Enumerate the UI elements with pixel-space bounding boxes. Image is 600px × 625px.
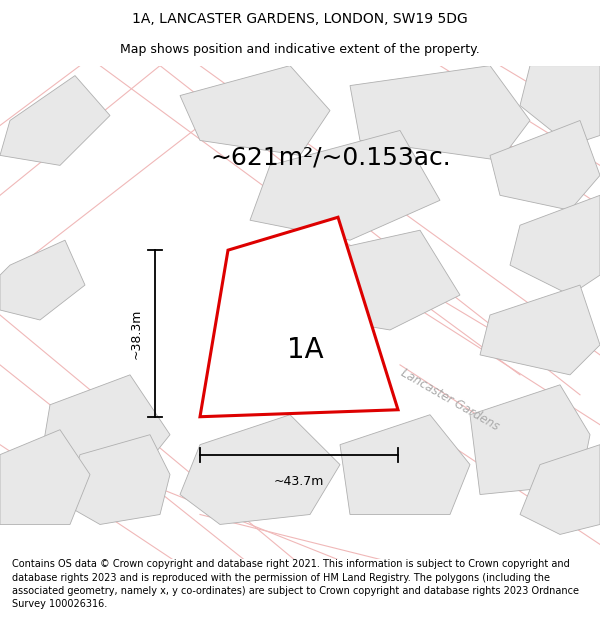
- Polygon shape: [470, 385, 590, 494]
- Polygon shape: [480, 285, 600, 375]
- Polygon shape: [510, 195, 600, 295]
- Text: Contains OS data © Crown copyright and database right 2021. This information is : Contains OS data © Crown copyright and d…: [12, 559, 579, 609]
- Polygon shape: [340, 415, 470, 514]
- Polygon shape: [250, 131, 440, 240]
- Polygon shape: [0, 430, 90, 524]
- Text: Lancaster Gardens: Lancaster Gardens: [398, 366, 502, 433]
- Text: ~43.7m: ~43.7m: [274, 474, 324, 488]
- Text: ~38.3m: ~38.3m: [130, 308, 143, 359]
- Text: Map shows position and indicative extent of the property.: Map shows position and indicative extent…: [120, 44, 480, 56]
- Polygon shape: [0, 240, 85, 320]
- Text: 1A: 1A: [287, 336, 323, 364]
- Polygon shape: [0, 66, 600, 559]
- Polygon shape: [65, 435, 170, 524]
- Polygon shape: [350, 66, 530, 161]
- Polygon shape: [180, 66, 330, 156]
- Polygon shape: [0, 76, 110, 166]
- Polygon shape: [200, 217, 398, 417]
- Polygon shape: [180, 415, 340, 524]
- Text: 1A, LANCASTER GARDENS, LONDON, SW19 5DG: 1A, LANCASTER GARDENS, LONDON, SW19 5DG: [132, 12, 468, 26]
- Polygon shape: [490, 121, 600, 210]
- Text: ~621m²/~0.153ac.: ~621m²/~0.153ac.: [210, 146, 451, 169]
- Polygon shape: [40, 375, 170, 484]
- Polygon shape: [520, 444, 600, 534]
- Polygon shape: [300, 230, 460, 330]
- Polygon shape: [520, 66, 600, 146]
